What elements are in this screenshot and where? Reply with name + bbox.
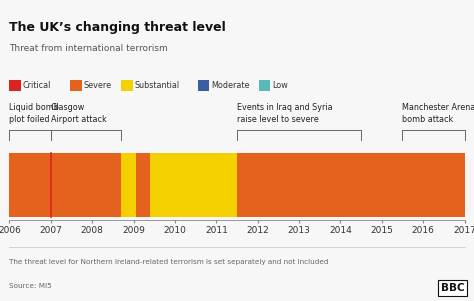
Text: The UK’s changing threat level: The UK’s changing threat level	[9, 21, 226, 34]
Text: Liquid bomb
plot foiled: Liquid bomb plot foiled	[9, 103, 59, 124]
Text: Source: MI5: Source: MI5	[9, 283, 52, 289]
Bar	[259, 80, 270, 91]
Text: Glasgow
Airport attack: Glasgow Airport attack	[51, 103, 107, 124]
Text: Critical: Critical	[23, 81, 51, 90]
Bar	[150, 153, 237, 216]
Bar	[237, 153, 361, 216]
Text: Threat from international terrorism: Threat from international terrorism	[9, 45, 168, 53]
Bar	[51, 153, 121, 216]
Bar	[121, 153, 136, 216]
Text: Manchester Arena
bomb attack: Manchester Arena bomb attack	[402, 103, 474, 124]
Bar	[361, 153, 465, 216]
Bar	[9, 80, 21, 91]
Bar	[71, 80, 82, 91]
Bar	[136, 153, 150, 216]
Text: Substantial: Substantial	[135, 81, 180, 90]
Text: Moderate: Moderate	[211, 81, 250, 90]
Text: Severe: Severe	[84, 81, 112, 90]
Text: Low: Low	[272, 81, 288, 90]
Bar	[9, 153, 51, 216]
Bar	[198, 80, 209, 91]
Text: The threat level for Northern Ireland-related terrorism is set separately and no: The threat level for Northern Ireland-re…	[9, 259, 329, 265]
Text: Events in Iraq and Syria
raise level to severe: Events in Iraq and Syria raise level to …	[237, 103, 333, 124]
Text: BBC: BBC	[441, 283, 465, 293]
Bar	[121, 80, 133, 91]
